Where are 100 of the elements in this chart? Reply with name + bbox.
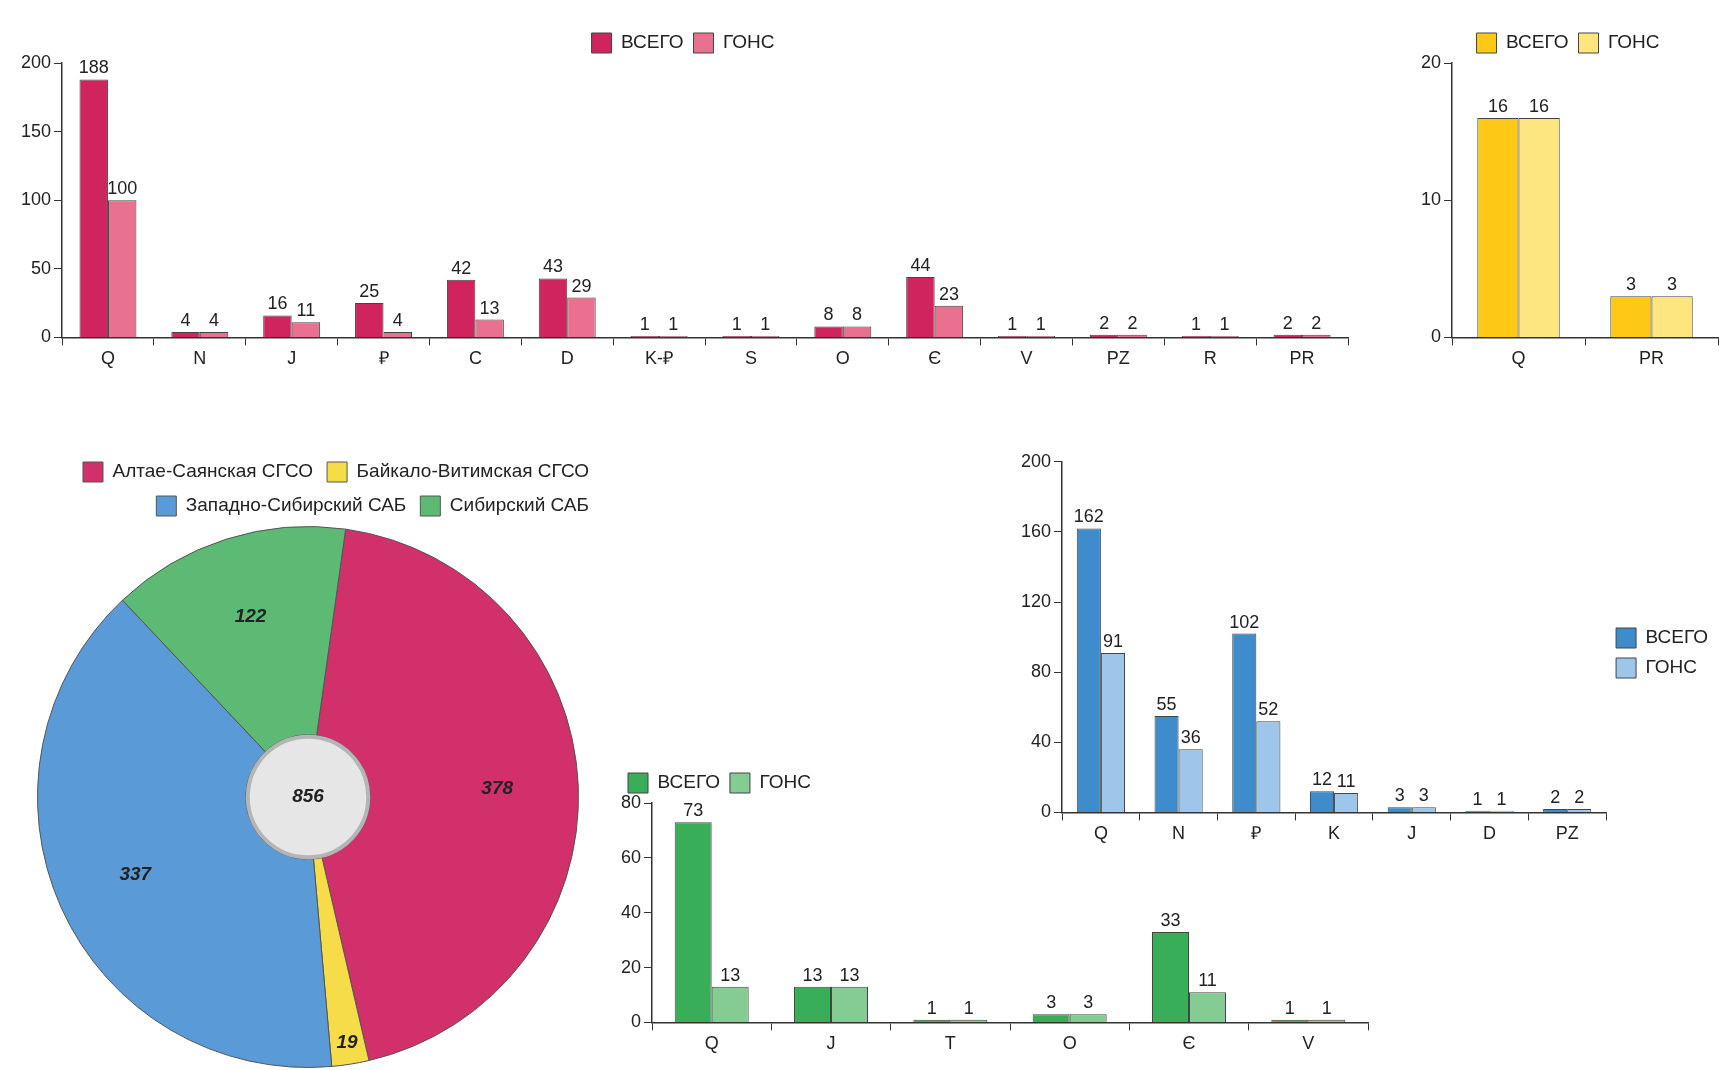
data-label: 3	[1083, 992, 1094, 1013]
x-tick-label: Є	[928, 348, 942, 369]
x-tick-label: K	[1328, 823, 1341, 844]
data-label: 19	[336, 1031, 359, 1053]
data-label: 55	[1156, 693, 1177, 714]
legend-label: Байкало-Витимская СГСО	[356, 460, 590, 482]
data-label: 4	[209, 309, 220, 330]
x-tick-label: PZ	[1106, 348, 1130, 369]
data-label: 1	[1321, 997, 1332, 1018]
data-label: 102	[1229, 611, 1260, 632]
data-label: 1	[668, 314, 679, 334]
data-label: 12	[1311, 769, 1333, 790]
data-label: 2	[1099, 312, 1110, 333]
x-tick-label: T	[944, 1033, 956, 1054]
x-tick-label: N	[1172, 823, 1186, 844]
data-label: 43	[542, 256, 564, 277]
legend-label: ГОНС	[759, 771, 811, 793]
data-label: 36	[1180, 727, 1201, 748]
data-label: 1	[1007, 314, 1018, 334]
data-label: 13	[839, 964, 860, 985]
x-tick-label: Q	[1511, 348, 1526, 369]
y-tick-label: 0	[41, 326, 52, 347]
y-tick-label: 160	[1020, 520, 1052, 541]
y-tick-label: 0	[1041, 801, 1052, 822]
y-tick-label: 100	[20, 189, 52, 210]
x-tick-label: ₽	[378, 348, 389, 369]
data-label: 44	[910, 255, 931, 275]
y-tick-label: 200	[20, 51, 52, 72]
x-tick-label: J	[826, 1033, 836, 1054]
legend-label: Западно-Сибирский САБ	[185, 494, 407, 516]
data-label: 1	[963, 997, 974, 1018]
x-tick-label: D	[560, 348, 574, 369]
y-tick-label: 20	[620, 956, 642, 977]
data-label: 16	[1529, 95, 1550, 116]
data-label: 25	[359, 281, 380, 302]
data-label: 8	[823, 304, 834, 325]
data-label: 13	[479, 297, 500, 318]
data-label: 73	[683, 800, 704, 821]
x-tick-label: O	[835, 348, 850, 369]
y-tick-label: 20	[1420, 51, 1442, 72]
data-label: 4	[180, 309, 191, 330]
legend-label: ВСЕГО	[1506, 31, 1569, 53]
data-label: 29	[571, 275, 592, 296]
y-tick-label: 40	[1031, 731, 1052, 752]
legend-label: ГОНС	[1645, 656, 1698, 678]
data-label: 11	[1336, 771, 1356, 792]
data-label: 2	[1127, 312, 1138, 333]
data-label: 3	[1418, 785, 1429, 806]
data-label: 8	[852, 304, 863, 325]
text: 856	[292, 785, 325, 807]
data-label: 3	[1667, 274, 1678, 295]
y-tick-label: 50	[31, 257, 52, 278]
data-label: 1	[1284, 997, 1295, 1018]
data-label: 378	[481, 776, 514, 798]
legend-label: ВСЕГО	[621, 31, 684, 53]
data-label: 2	[1574, 786, 1585, 807]
data-label: 1	[1035, 314, 1046, 334]
legend-label: ВСЕГО	[1645, 626, 1708, 648]
x-tick-label: J	[1407, 823, 1417, 844]
x-tick-label: Q	[100, 348, 115, 369]
data-label: 162	[1073, 506, 1104, 527]
data-label: 4	[392, 309, 403, 330]
data-label: 100	[107, 178, 138, 199]
legend-label: Сибирский САБ	[449, 494, 590, 516]
x-tick-label: C	[468, 348, 482, 369]
x-tick-label: K-₽	[645, 348, 674, 369]
y-tick-label: 120	[1020, 591, 1052, 612]
y-tick-label: 80	[620, 791, 642, 812]
data-label: 1	[1472, 788, 1483, 809]
y-tick-label: 0	[631, 1011, 642, 1032]
x-tick-label: Є	[1182, 1033, 1196, 1054]
data-label: 2	[1311, 312, 1322, 333]
y-tick-label: 60	[620, 846, 642, 867]
data-label: 16	[1487, 95, 1508, 116]
x-tick-label: V	[1020, 348, 1033, 369]
data-label: 1	[1190, 314, 1201, 334]
data-label: 188	[78, 57, 109, 78]
x-tick-label: PR	[1639, 348, 1665, 369]
x-tick-label: Q	[704, 1033, 719, 1054]
legend-label: Алтае-Саянская СГСО	[112, 460, 314, 482]
data-label: 16	[267, 293, 288, 314]
x-tick-label: PR	[1289, 348, 1315, 369]
data-label: 122	[234, 604, 267, 626]
x-tick-label: J	[287, 348, 297, 369]
legend-label: ГОНС	[723, 31, 775, 53]
data-label: 1	[1219, 314, 1230, 334]
y-tick-label: 150	[20, 120, 52, 141]
x-tick-label: Q	[1093, 823, 1108, 844]
data-label: 1	[731, 314, 742, 334]
data-label: 13	[802, 964, 823, 985]
data-label: 3	[1046, 992, 1057, 1013]
x-tick-label: PZ	[1555, 823, 1579, 844]
data-label: 11	[1198, 970, 1217, 991]
data-label: 1	[926, 997, 937, 1018]
x-tick-label: V	[1302, 1033, 1315, 1054]
data-label: 13	[720, 964, 741, 985]
data-label: 1	[639, 314, 650, 334]
legend-label: ГОНС	[1608, 31, 1660, 53]
data-label: 3	[1394, 785, 1405, 806]
data-label: 1	[1496, 788, 1507, 809]
